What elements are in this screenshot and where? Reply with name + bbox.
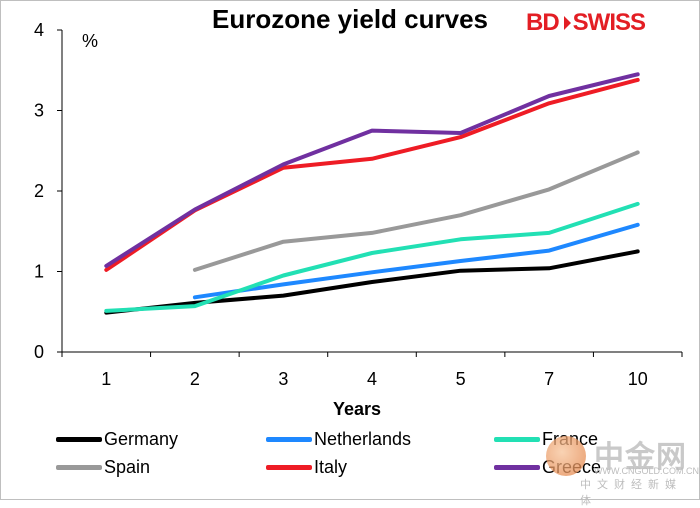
legend-swatch: [266, 436, 312, 442]
brand-arrow-icon: [563, 16, 571, 30]
series-lines: [104, 72, 640, 315]
watermark-subtitle: 中文财经新媒体: [580, 479, 682, 507]
series-line-france: [104, 201, 640, 313]
y-tick-label: 2: [34, 181, 44, 201]
watermark-url: WWW.CNGOLD.COM.CN: [594, 466, 699, 476]
x-tick-label: 1: [101, 369, 111, 389]
x-axis-title: Years: [333, 399, 381, 419]
y-tick-label: 0: [34, 342, 44, 362]
bdswiss-logo: BD SWISS: [526, 8, 646, 38]
legend-item-germany: Germany: [56, 428, 266, 450]
watermark-coin-icon: [546, 436, 586, 476]
watermark-logo: 中金网 WWW.CNGOLD.COM.CN 中文财经新媒体: [540, 428, 699, 507]
watermark-text: 中金网: [594, 441, 687, 474]
x-tick-label: 2: [190, 369, 200, 389]
y-tick-label: 4: [34, 20, 44, 40]
axes: 0 1 2 3 4 1 2 3 4 5 7 10: [34, 20, 683, 389]
brand-part-1: BD: [526, 9, 560, 36]
x-tick-label: 4: [367, 369, 377, 389]
legend-item-spain: Spain: [56, 456, 266, 478]
x-tick-label: 5: [456, 369, 466, 389]
legend-label: Netherlands: [314, 428, 412, 449]
legend-label: Italy: [314, 456, 348, 477]
legend-swatch: [494, 436, 540, 442]
legend-swatch: [266, 464, 312, 470]
x-tick-label: 3: [278, 369, 288, 389]
legend-swatch: [56, 436, 102, 442]
legend-label: Spain: [104, 456, 151, 477]
y-tick-label: 1: [34, 262, 44, 282]
legend-item-italy: Italy: [266, 456, 494, 478]
legend-label: Germany: [104, 428, 179, 449]
series-line-netherlands: [192, 222, 640, 300]
series-line-spain: [192, 150, 640, 272]
chart-title: Eurozone yield curves: [212, 4, 488, 34]
series-line-greece: [104, 72, 640, 268]
legend-swatch: [494, 464, 540, 470]
series-line-germany: [104, 249, 640, 315]
legend-item-netherlands: Netherlands: [266, 428, 494, 450]
legend-swatch: [56, 464, 102, 470]
y-tick-label: 3: [34, 101, 44, 121]
y-unit-label: %: [82, 31, 98, 51]
x-tick-label: 10: [628, 369, 648, 389]
series-line-italy: [104, 77, 640, 272]
x-tick-label: 7: [544, 369, 554, 389]
brand-part-2: SWISS: [572, 9, 646, 36]
